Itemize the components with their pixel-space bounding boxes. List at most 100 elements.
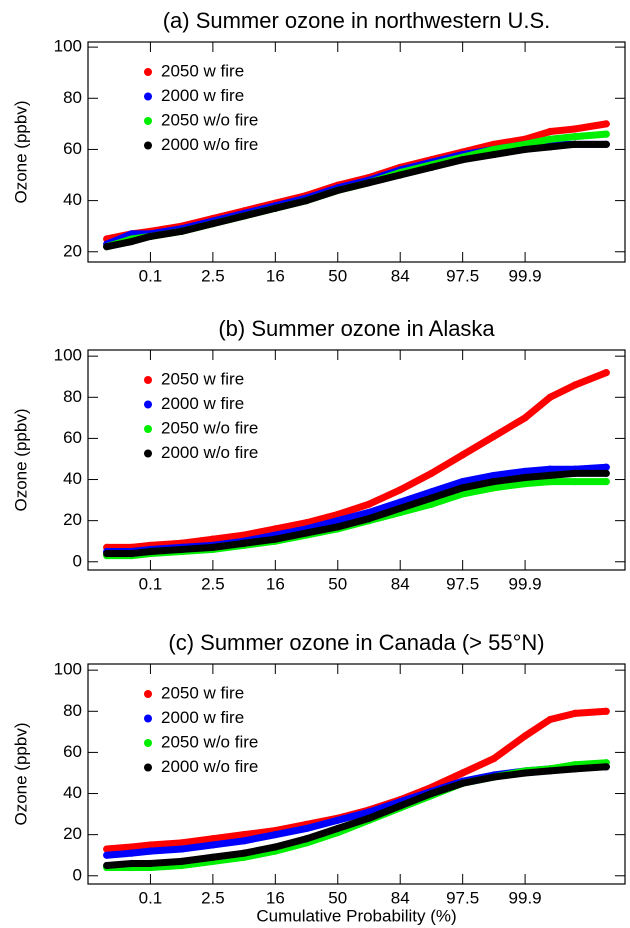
point (546, 715, 554, 724)
point (334, 816, 342, 824)
point (334, 523, 342, 531)
series-band (103, 763, 610, 869)
legend-label: 2000 w/o fire (161, 443, 258, 462)
point (103, 549, 111, 558)
point (427, 488, 436, 496)
x-tick-label: 2.5 (201, 574, 225, 593)
point (396, 504, 404, 512)
y-tick-label: 20 (63, 824, 82, 843)
point (459, 490, 467, 498)
point (546, 767, 554, 775)
legend-label: 2050 w/o fire (161, 732, 258, 751)
point (459, 779, 467, 787)
point (571, 381, 579, 389)
point (602, 707, 610, 715)
point (602, 140, 610, 148)
point (271, 535, 279, 543)
point (521, 473, 529, 482)
point (521, 467, 529, 475)
series-band (103, 369, 610, 551)
point (427, 500, 436, 508)
point (490, 471, 498, 480)
point (240, 212, 248, 220)
x-tick-label: 50 (328, 574, 347, 593)
point (178, 845, 186, 853)
point (178, 227, 186, 235)
point (427, 494, 436, 502)
point (365, 179, 373, 187)
point (178, 545, 186, 554)
point (365, 814, 373, 822)
legend-label: 2050 w/o fire (161, 418, 258, 437)
x-tick-label: 99.9 (509, 266, 542, 285)
point (271, 843, 279, 851)
point (546, 465, 554, 473)
point (521, 480, 529, 488)
point (459, 769, 467, 777)
point (146, 841, 155, 849)
point (103, 861, 111, 870)
legend-label: 2000 w fire (161, 708, 244, 727)
x-tick-label: 16 (266, 574, 285, 593)
point (334, 510, 342, 519)
point (571, 140, 579, 148)
point (271, 204, 279, 212)
point (396, 486, 404, 494)
legend-label: 2050 w fire (161, 683, 244, 702)
point (240, 849, 248, 857)
legend-marker (144, 714, 152, 723)
point (178, 857, 186, 865)
x-tick-label: 16 (266, 266, 285, 285)
point (546, 393, 554, 401)
point (571, 125, 579, 133)
point (427, 789, 436, 798)
y-tick-label: 60 (63, 139, 82, 158)
x-tick-label: 50 (328, 888, 347, 907)
point (571, 765, 579, 773)
point (240, 531, 248, 539)
point (546, 477, 554, 486)
legend-marker (144, 425, 152, 433)
x-tick-label: 84 (391, 266, 410, 285)
point (490, 150, 498, 159)
y-tick-label: 60 (63, 742, 82, 761)
series-band (103, 140, 610, 251)
y-tick-label: 100 (54, 346, 82, 365)
point (334, 186, 342, 194)
point (396, 171, 404, 179)
point (546, 471, 554, 480)
point (521, 732, 529, 740)
x-tick-label: 0.1 (139, 888, 163, 907)
y-tick-label: 60 (63, 428, 82, 447)
point (571, 709, 579, 717)
point (128, 843, 136, 851)
legend-marker (144, 449, 152, 458)
x-tick-label: 97.5 (446, 888, 479, 907)
x-tick-label: 99.9 (509, 888, 542, 907)
point (602, 120, 610, 128)
x-tick-label: 2.5 (201, 888, 225, 907)
y-tick-label: 20 (63, 510, 82, 529)
point (103, 845, 111, 853)
y-tick-label: 40 (63, 783, 82, 802)
plot-frame (87, 663, 626, 885)
legend-marker (144, 117, 152, 125)
point (602, 130, 610, 138)
point (334, 517, 342, 525)
series-band (103, 469, 610, 558)
point (490, 477, 498, 486)
point (240, 831, 248, 839)
point (459, 477, 467, 486)
point (302, 519, 311, 527)
legend-label: 2050 w/o fire (161, 110, 258, 129)
point (396, 802, 404, 810)
point (571, 477, 579, 486)
chart-title: (c) Summer ozone in Canada (> 55°N) (168, 630, 544, 655)
point (459, 484, 467, 492)
point (302, 835, 311, 843)
point (178, 839, 186, 847)
point (521, 769, 529, 777)
point (209, 835, 217, 843)
x-tick-label: 84 (391, 888, 410, 907)
plot-frame (87, 41, 626, 263)
